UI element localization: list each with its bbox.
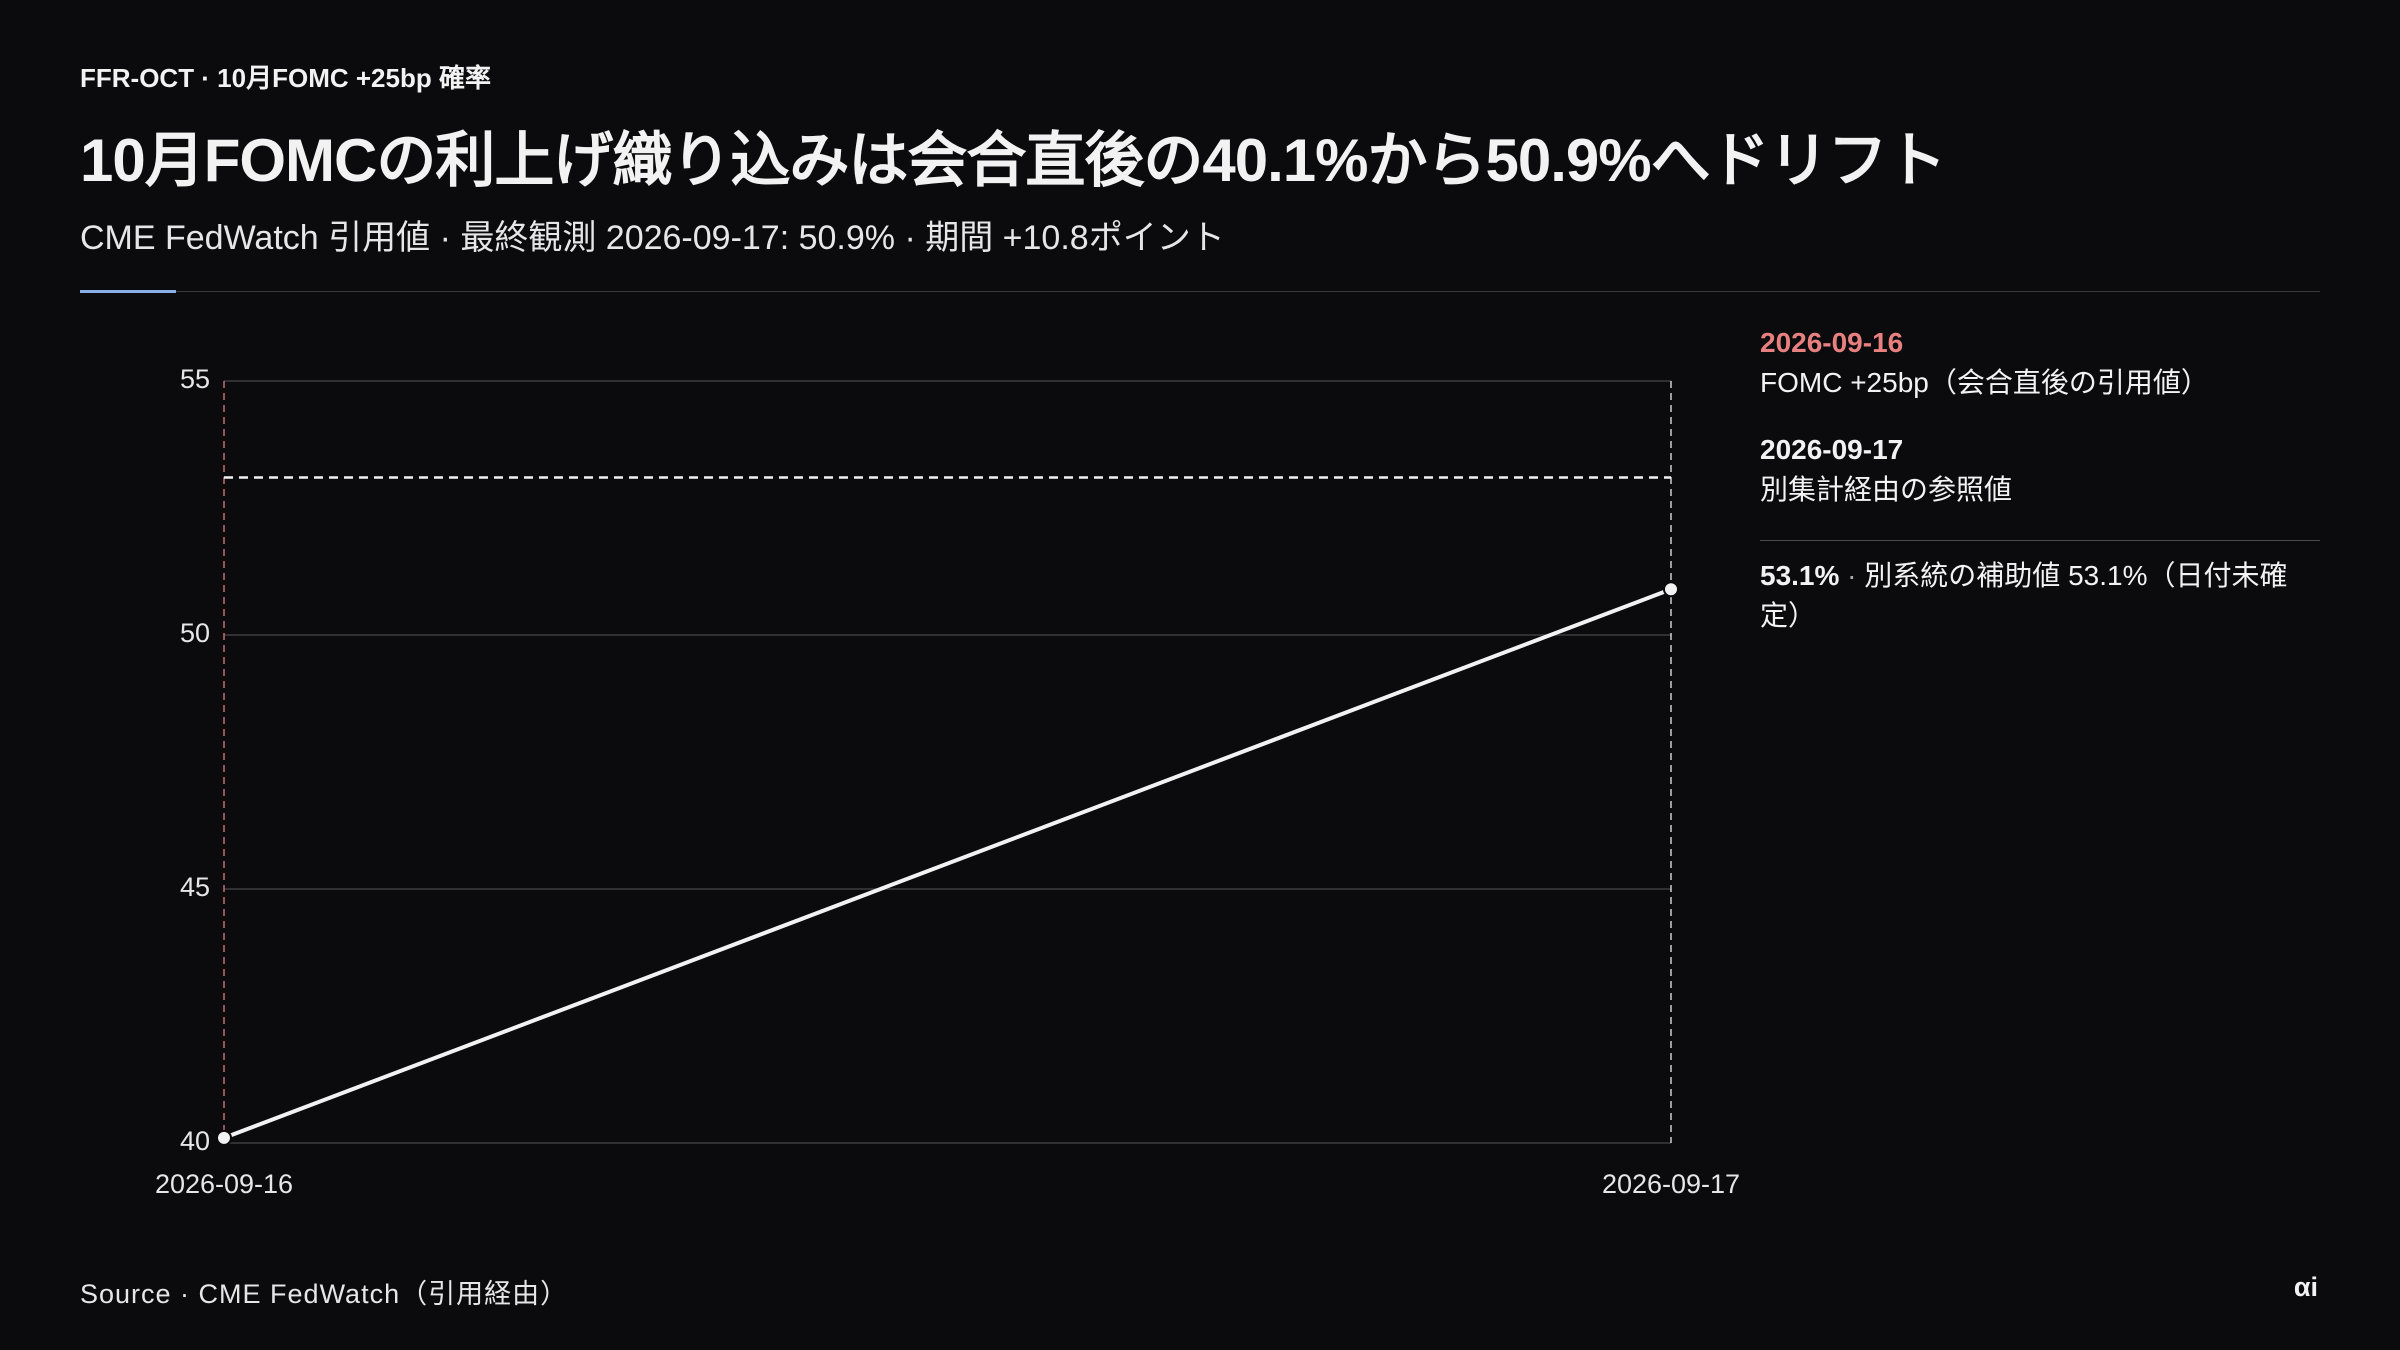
annotation: 2026-09-17 別集計経由の参照値 [1760, 430, 2320, 510]
source: Source · CME FedWatch（引用経由） [80, 1279, 569, 1309]
annotation-date: 2026-09-17 [1760, 434, 1904, 465]
divider [1760, 540, 2320, 541]
y-tick-label: 45 [180, 872, 210, 902]
annotation-text: FOMC +25bp（会合直後の引用値） [1760, 367, 2209, 398]
x-tick-label: 2026-09-17 [1602, 1169, 1740, 1199]
point [216, 1129, 232, 1146]
x-tick-label: 2026-09-16 [155, 1169, 293, 1199]
y-tick-label: 50 [180, 618, 210, 648]
y-tick-label: 55 [180, 364, 210, 394]
subtitle: CME FedWatch 引用値 · 最終観測 2026-09-17: 50.9… [80, 219, 1225, 257]
line [223, 587, 1672, 1140]
annotation: 2026-09-16 FOMC +25bp（会合直後の引用値） [1760, 323, 2320, 403]
point [1663, 581, 1679, 598]
kicker: FFR-OCT · 10月FOMC +25bp 確率 [80, 63, 491, 93]
y-tick-label: 40 [180, 1126, 210, 1156]
rule-accent [80, 290, 176, 293]
title: 10月FOMCの利上げ織り込みは会合直後の40.1%から50.9%へドリフト [80, 127, 1947, 194]
reference-text: 別系統の補助値 53.1%（日付未確定） [1760, 560, 2288, 631]
annotation-date: 2026-09-16 [1760, 327, 1904, 358]
annotation-text: 別集計経由の参照値 [1760, 474, 2013, 505]
rule [80, 291, 2320, 292]
reference-label: 53.1% [1760, 560, 1864, 591]
brand: αi [2293, 1272, 2318, 1302]
reference-note: 53.1%別系統の補助値 53.1%（日付未確定） [1760, 556, 2320, 636]
